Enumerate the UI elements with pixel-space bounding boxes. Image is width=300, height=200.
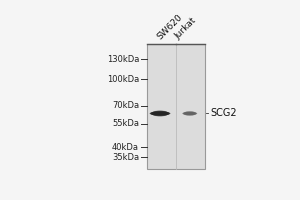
Ellipse shape: [184, 111, 196, 116]
Ellipse shape: [151, 111, 169, 116]
Ellipse shape: [184, 111, 196, 116]
Ellipse shape: [182, 112, 197, 115]
Text: SW620: SW620: [155, 12, 184, 41]
Ellipse shape: [152, 111, 168, 116]
Ellipse shape: [183, 112, 196, 115]
Text: SCG2: SCG2: [211, 108, 237, 118]
Ellipse shape: [151, 111, 169, 116]
Text: 70kDa: 70kDa: [112, 101, 139, 110]
Text: Jurkat: Jurkat: [173, 16, 198, 41]
Text: 40kDa: 40kDa: [112, 143, 139, 152]
Ellipse shape: [150, 111, 170, 116]
Ellipse shape: [183, 111, 196, 116]
Text: 35kDa: 35kDa: [112, 153, 139, 162]
Ellipse shape: [151, 111, 169, 116]
Ellipse shape: [183, 112, 197, 115]
Ellipse shape: [150, 112, 170, 115]
Ellipse shape: [184, 111, 196, 116]
Ellipse shape: [152, 110, 168, 117]
Ellipse shape: [152, 110, 168, 117]
Text: 55kDa: 55kDa: [112, 119, 139, 128]
Text: 100kDa: 100kDa: [107, 75, 139, 84]
Bar: [147, 44, 205, 169]
Ellipse shape: [150, 111, 170, 116]
Ellipse shape: [182, 112, 197, 115]
Text: 130kDa: 130kDa: [107, 55, 139, 64]
